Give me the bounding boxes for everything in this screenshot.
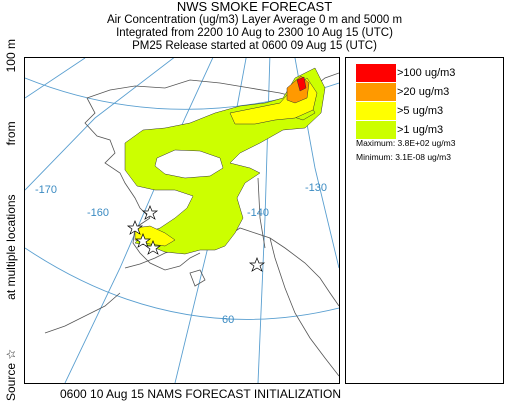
aleutian-chain	[44, 292, 121, 334]
legend-label: >20 ug/m3	[397, 86, 450, 98]
meridian-160	[64, 58, 214, 383]
integration-period: Integrated from 2200 10 Aug to 2300 10 A…	[116, 27, 393, 39]
legend-label: >1 ug/m3	[397, 124, 444, 136]
source-label-part3: from	[4, 121, 18, 146]
plume-clearing	[154, 149, 224, 179]
lat-label-60: 60	[222, 314, 234, 326]
source-star	[144, 240, 162, 255]
smoke-contours	[124, 67, 326, 255]
plume-level-100	[296, 76, 307, 92]
lon-label-140: -140	[247, 207, 269, 219]
lon-label-130: -130	[305, 182, 327, 194]
panhandle	[269, 237, 339, 377]
legend-swatch	[356, 64, 396, 82]
legend-item: >20 ug/m3	[356, 83, 496, 101]
lon-label-160: -160	[87, 207, 109, 219]
kodiak	[189, 269, 206, 287]
legend-swatch	[356, 121, 396, 139]
legend-swatch	[356, 83, 396, 101]
release-start: PM25 Release started at 0600 09 Aug 15 (…	[132, 40, 377, 52]
legend-label: >5 ug/m3	[397, 105, 444, 117]
source-markers	[126, 205, 266, 272]
chart-title: NWS SMOKE FORECAST	[176, 0, 333, 14]
parallel-60	[25, 247, 339, 320]
source-star	[141, 205, 159, 220]
source-star	[134, 233, 152, 248]
source-label-part2: at multiple locations	[4, 194, 18, 300]
meridian-170	[25, 58, 175, 191]
source-side-label: Source ☆ at multiple locations from 100 …	[3, 39, 19, 401]
meridian-180	[25, 58, 86, 99]
legend-label: >100 ug/m3	[397, 67, 456, 79]
lon-label-170: -170	[35, 184, 57, 196]
source-label-part1: Source ☆	[4, 348, 18, 401]
legend-item: >1 ug/m3	[356, 121, 496, 139]
footer-initialization: 0600 10 Aug 15 NAMS FORECAST INITIALIZAT…	[60, 387, 341, 401]
source-label-part4: 100 m	[4, 39, 18, 73]
source-star	[126, 220, 144, 235]
bc-border	[257, 177, 266, 249]
legend-swatch	[356, 102, 396, 120]
west-coast	[84, 97, 151, 219]
bristol-bay	[132, 217, 201, 271]
alaska-map: -170 -160 -140 -130 60	[25, 58, 339, 383]
legend-item: >5 ug/m3	[356, 102, 496, 120]
maximum-value: Maximum: 3.8E+02 ug/m3	[356, 138, 456, 148]
minimum-value: Minimum: 3.1E-08 ug/m3	[356, 152, 451, 162]
legend-panel: >100 ug/m3 >20 ug/m3 >5 ug/m3 >1 ug/m3 M…	[345, 57, 504, 384]
source-star	[248, 257, 266, 272]
map-panel: -170 -160 -140 -130 60	[24, 57, 340, 384]
concentration-description: Air Concentration (ug/m3) Layer Average …	[106, 14, 403, 26]
legend-item: >100 ug/m3	[356, 64, 496, 82]
